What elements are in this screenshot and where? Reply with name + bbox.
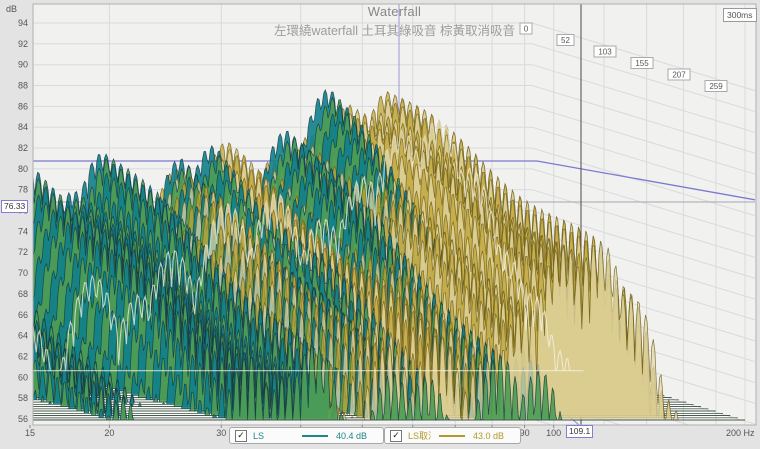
- db-tick-label: 70: [18, 268, 28, 278]
- db-tick-label: 94: [18, 18, 28, 28]
- freq-tick-label: 100: [546, 428, 561, 438]
- time-tick-label: 207: [672, 71, 686, 80]
- time-axis-labels: 0 52 103 155 207 259: [519, 22, 728, 92]
- time-tick-box: [704, 80, 728, 92]
- chart-subtitle: 左環繞waterfall 土耳其綠吸音 棕黃取消吸音: [274, 24, 515, 38]
- freq-tick-label: 15: [25, 428, 35, 438]
- db-tick-label: 88: [18, 81, 28, 91]
- db-tick-label: 68: [18, 289, 28, 299]
- time-tick-label: 155: [635, 59, 649, 68]
- freq-tick-label: 30: [216, 428, 226, 438]
- time-tick-label: 0: [524, 25, 529, 34]
- cursor-time-slice-highlight: [33, 117, 584, 372]
- series-ls-color-swatch: [302, 434, 328, 437]
- time-tick-box: [556, 34, 575, 46]
- time-tick-box: [667, 68, 691, 81]
- db-tick-label: 58: [18, 393, 28, 403]
- freq-tick-label: 90: [520, 428, 530, 438]
- series-ls-noabsorb-label: LS取消吸音布: [408, 431, 431, 441]
- db-tick-label: 84: [18, 122, 28, 132]
- db-tick-label: 90: [18, 60, 28, 70]
- freq-axis-end-label: 200 Hz: [726, 428, 755, 438]
- db-tick-label: 62: [18, 351, 28, 361]
- db-tick-label: 92: [18, 39, 28, 49]
- time-tick-label: 52: [561, 36, 570, 45]
- db-axis-unit: dB: [6, 4, 18, 14]
- legend-series-ls-noabsorb[interactable]: ✓ LS取消吸音布 43.0 dB: [384, 427, 521, 444]
- cursor-level-line-rear: [33, 160, 755, 201]
- db-tick-label: 80: [18, 164, 28, 174]
- series-ls-noabsorb-checkbox[interactable]: ✓: [390, 429, 402, 442]
- time-tick-label: 259: [709, 82, 723, 91]
- time-tick-label: 103: [598, 48, 612, 57]
- db-tick-label: 56: [18, 414, 28, 424]
- db-tick-label: 66: [18, 310, 28, 320]
- db-tick-label: 72: [18, 247, 28, 257]
- time-tick-box: [593, 45, 617, 58]
- cursor-level-readout[interactable]: 76.33: [1, 200, 29, 213]
- db-tick-label: 60: [18, 372, 28, 382]
- db-tick-label: 78: [18, 185, 28, 195]
- checkmark-icon: ✓: [392, 429, 400, 440]
- plot-layers: [33, 4, 755, 425]
- series-ls-cursor-value: 40.4 dB: [336, 430, 368, 441]
- freq-tick-label: 20: [104, 428, 114, 438]
- chart-title: Waterfall: [367, 4, 422, 19]
- series-ls-checkbox[interactable]: ✓: [235, 429, 247, 442]
- db-tick-label: 86: [18, 101, 28, 111]
- series-ls-noabsorb-cursor-value: 43.0 dB: [473, 430, 505, 441]
- cursor-frequency-readout[interactable]: 109.1: [566, 425, 594, 438]
- series-ls-label: LS: [253, 430, 265, 441]
- legend: ✓ LS 40.4 dB ✓ LS取消吸音布 43.0 dB: [229, 427, 521, 444]
- time-tick-box: [630, 57, 654, 69]
- legend-series-ls[interactable]: ✓ LS 40.4 dB: [229, 427, 384, 444]
- series-ls-noabsorb-color-swatch: [439, 434, 465, 437]
- checkmark-icon: ✓: [237, 429, 245, 440]
- time-window-badge: 300ms: [723, 8, 757, 22]
- db-tick-label: 74: [18, 226, 28, 236]
- plot-border: [32, 3, 757, 426]
- db-tick-label: 82: [18, 143, 28, 153]
- time-tick-box: [519, 22, 533, 35]
- db-tick-label: 64: [18, 331, 28, 341]
